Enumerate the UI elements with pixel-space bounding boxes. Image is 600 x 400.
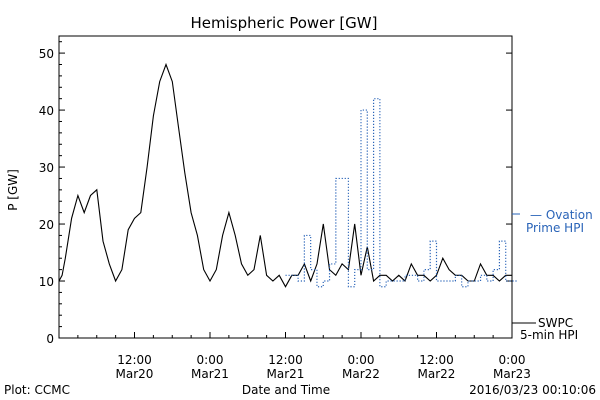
y-tick-label-20: 20 xyxy=(39,218,54,232)
plot-frame xyxy=(58,35,513,339)
y-tick-label-50: 50 xyxy=(39,47,54,61)
legend-ovation-line2: Prime HPI xyxy=(526,221,584,235)
x-axis-ticks: 12:00Mar200:00Mar2112:00Mar210:00Mar2212… xyxy=(58,332,531,381)
plot-credit: Plot: CCMC xyxy=(4,383,70,397)
x-tick-time-2: 12:00 xyxy=(268,353,303,367)
x-tick-time-4: 12:00 xyxy=(419,353,454,367)
x-tick-time-1: 0:00 xyxy=(197,353,224,367)
x-tick-time-0: 12:00 xyxy=(117,353,152,367)
chart-title: Hemispheric Power [GW] xyxy=(191,14,378,32)
y-tick-label-0: 0 xyxy=(46,332,54,346)
legend-swpc: SWPC 5-min HPI xyxy=(512,316,578,342)
x-tick-time-3: 0:00 xyxy=(348,353,375,367)
legend-ovation: — Ovation Prime HPI xyxy=(512,208,593,235)
series-layer xyxy=(58,62,519,288)
x-tick-date-3: Mar22 xyxy=(342,367,380,381)
x-tick-date-0: Mar20 xyxy=(116,367,154,381)
series-line-1 xyxy=(285,98,519,288)
y-axis-label: P [GW] xyxy=(6,169,20,211)
x-tick-date-4: Mar22 xyxy=(418,367,456,381)
x-tick-date-1: Mar21 xyxy=(191,367,229,381)
y-tick-label-30: 30 xyxy=(39,161,54,175)
timestamp: 2016/03/23 00:10:06 xyxy=(469,383,596,397)
x-axis-label: Date and Time xyxy=(242,383,330,397)
legend-swpc-line2: 5-min HPI xyxy=(520,328,578,342)
x-tick-date-5: Mar23 xyxy=(493,367,531,381)
x-tick-time-5: 0:00 xyxy=(499,353,526,367)
y-axis-ticks: 0 10 20 30 40 50 xyxy=(39,41,512,346)
legend-ovation-line1: — Ovation xyxy=(530,208,593,222)
x-tick-date-2: Mar21 xyxy=(267,367,305,381)
y-tick-label-10: 10 xyxy=(39,275,54,289)
legend-swpc-line1: SWPC xyxy=(538,316,573,330)
series-line-0 xyxy=(58,62,512,288)
y-tick-label-40: 40 xyxy=(39,104,54,118)
